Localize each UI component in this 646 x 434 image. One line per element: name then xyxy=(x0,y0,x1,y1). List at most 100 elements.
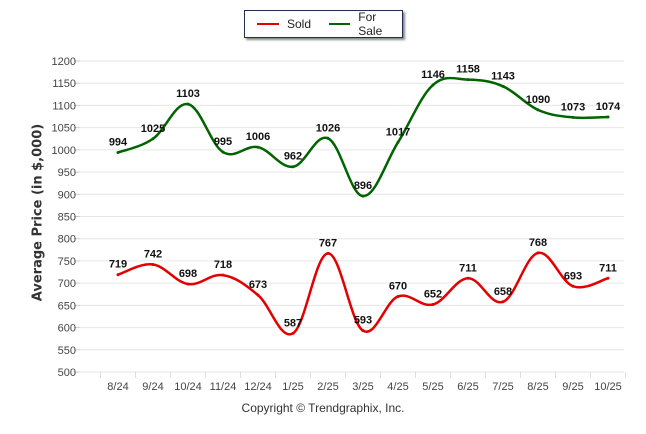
y-tick-label: 650 xyxy=(58,300,76,312)
x-tick-label: 6/25 xyxy=(457,381,478,393)
data-point-for-sale xyxy=(291,165,295,169)
data-point-sold xyxy=(536,251,540,255)
data-label-sold: 742 xyxy=(144,248,162,260)
data-point-sold xyxy=(186,282,190,286)
legend-label-for-sale: For Sale xyxy=(358,10,383,38)
data-point-sold xyxy=(466,276,470,280)
data-point-for-sale xyxy=(221,150,225,154)
x-tick-label: 2/25 xyxy=(317,381,338,393)
data-label-for-sale: 1025 xyxy=(141,123,165,135)
legend-item-for-sale[interactable]: For Sale xyxy=(329,10,402,38)
data-point-for-sale xyxy=(571,115,575,119)
data-point-for-sale xyxy=(116,151,120,155)
y-tick-label: 1100 xyxy=(52,100,76,112)
data-label-sold: 711 xyxy=(459,262,477,274)
y-tick-label: 700 xyxy=(58,278,76,290)
data-label-sold: 767 xyxy=(319,237,337,249)
legend-label-sold: Sold xyxy=(287,17,312,31)
x-tick-label: 4/25 xyxy=(387,381,408,393)
x-tick-label: 12/24 xyxy=(244,381,272,393)
data-point-sold xyxy=(571,284,575,288)
y-tick-label: 750 xyxy=(58,256,76,268)
data-point-for-sale xyxy=(431,83,435,87)
data-point-sold xyxy=(151,262,155,266)
data-point-sold xyxy=(256,293,260,297)
x-tick-label: 10/24 xyxy=(174,381,202,393)
data-label-sold: 670 xyxy=(389,280,407,292)
legend-swatch-for-sale xyxy=(329,23,351,25)
copyright-footer: Copyright © Trendgraphix, Inc. xyxy=(241,401,405,415)
data-label-for-sale: 1017 xyxy=(386,126,410,138)
data-label-for-sale: 1074 xyxy=(596,101,621,113)
x-tick-label: 11/24 xyxy=(210,381,237,393)
data-point-for-sale xyxy=(256,145,260,149)
x-tick-label: 3/25 xyxy=(352,381,373,393)
y-axis-label: Average Price (in $,000) xyxy=(30,123,46,302)
data-label-sold: 652 xyxy=(424,288,442,300)
data-point-sold xyxy=(221,273,225,277)
x-tick-label: 5/25 xyxy=(422,381,443,393)
data-label-sold: 587 xyxy=(284,317,302,329)
y-tick-label: 900 xyxy=(58,189,76,201)
y-tick-label: 800 xyxy=(58,234,76,246)
y-tick-label: 850 xyxy=(58,212,76,224)
data-label-for-sale: 994 xyxy=(109,137,128,149)
series-line-sold xyxy=(117,251,609,336)
data-point-for-sale xyxy=(606,115,610,119)
data-label-sold: 698 xyxy=(179,268,197,280)
data-point-sold xyxy=(606,276,610,280)
data-point-for-sale xyxy=(186,102,190,106)
data-label-for-sale: 995 xyxy=(214,136,232,148)
data-label-for-sale: 1146 xyxy=(421,69,445,81)
y-tick-label: 550 xyxy=(58,345,76,357)
data-point-sold xyxy=(326,251,330,255)
data-label-sold: 593 xyxy=(354,315,372,327)
data-label-for-sale: 1006 xyxy=(246,131,270,143)
data-point-sold xyxy=(361,329,365,333)
x-tick-label: 7/25 xyxy=(492,381,513,393)
data-label-for-sale: 1158 xyxy=(456,64,480,76)
y-tick-label: 1050 xyxy=(52,123,76,135)
y-tick-label: 600 xyxy=(58,323,76,335)
data-label-for-sale: 1143 xyxy=(491,70,515,82)
data-label-sold: 718 xyxy=(214,259,232,271)
data-point-sold xyxy=(396,294,400,298)
data-label-sold: 768 xyxy=(529,237,547,249)
data-label-sold: 658 xyxy=(494,286,512,298)
data-label-for-sale: 896 xyxy=(354,180,372,192)
data-label-for-sale: 1103 xyxy=(176,88,200,100)
data-point-for-sale xyxy=(396,140,400,144)
data-label-for-sale: 1073 xyxy=(561,101,585,113)
y-tick-label: 500 xyxy=(58,367,76,379)
data-label-sold: 719 xyxy=(109,259,127,271)
data-label-sold: 673 xyxy=(249,279,267,291)
data-point-for-sale xyxy=(501,84,505,88)
data-point-sold xyxy=(501,300,505,304)
data-point-for-sale xyxy=(151,137,155,141)
x-tick-label: 10/25 xyxy=(594,381,622,393)
data-label-sold: 693 xyxy=(564,270,582,282)
x-tick-label: 9/25 xyxy=(562,381,583,393)
data-point-sold xyxy=(431,302,435,306)
y-tick-label: 950 xyxy=(58,167,76,179)
legend: Sold For Sale xyxy=(244,10,403,38)
y-tick-label: 1150 xyxy=(52,78,76,90)
data-point-for-sale xyxy=(466,78,470,82)
data-point-sold xyxy=(116,273,120,277)
legend-swatch-sold xyxy=(257,23,279,25)
data-label-sold: 711 xyxy=(599,262,617,274)
data-label-for-sale: 1090 xyxy=(526,94,550,106)
x-tick-label: 8/25 xyxy=(527,381,548,393)
data-point-for-sale xyxy=(326,136,330,140)
data-point-for-sale xyxy=(536,108,540,112)
x-tick-label: 9/24 xyxy=(142,381,163,393)
y-tick-label: 1000 xyxy=(52,145,76,157)
data-point-for-sale xyxy=(361,194,365,198)
data-label-for-sale: 1026 xyxy=(316,122,340,134)
x-tick-label: 8/24 xyxy=(107,381,128,393)
data-label-for-sale: 962 xyxy=(284,151,302,163)
data-point-sold xyxy=(291,331,295,335)
legend-item-sold[interactable]: Sold xyxy=(257,17,311,31)
y-tick-label: 1200 xyxy=(52,56,76,68)
